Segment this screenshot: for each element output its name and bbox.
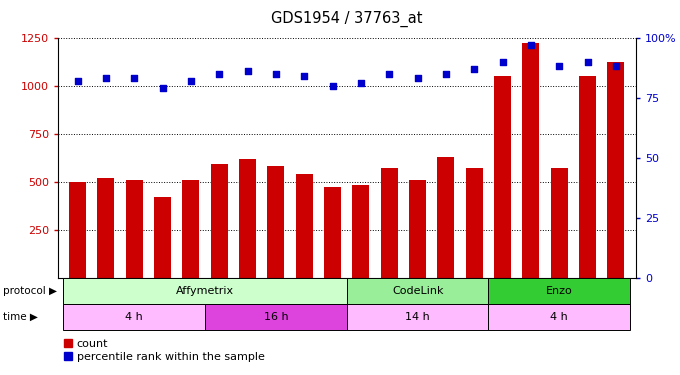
Bar <box>154 197 171 278</box>
Text: 16 h: 16 h <box>264 312 288 322</box>
Legend: count, percentile rank within the sample: count, percentile rank within the sample <box>63 339 265 362</box>
Bar <box>409 180 426 278</box>
Bar <box>522 43 539 278</box>
Point <box>526 42 537 48</box>
Point <box>327 82 338 88</box>
Point <box>412 75 423 81</box>
Text: 14 h: 14 h <box>405 312 430 322</box>
Point <box>384 70 395 76</box>
Bar <box>63 278 347 304</box>
Point <box>554 63 565 69</box>
Text: protocol ▶: protocol ▶ <box>3 286 57 296</box>
Point <box>356 80 367 86</box>
Bar <box>352 185 369 278</box>
Text: GDS1954 / 37763_at: GDS1954 / 37763_at <box>271 11 422 27</box>
Bar <box>239 159 256 278</box>
Bar <box>466 168 483 278</box>
Bar <box>607 63 624 278</box>
Bar <box>211 164 228 278</box>
Bar <box>296 174 313 278</box>
Bar <box>437 156 454 278</box>
Bar <box>551 168 568 278</box>
Text: 4 h: 4 h <box>125 312 143 322</box>
Point <box>72 78 83 84</box>
Bar <box>381 168 398 278</box>
Point <box>214 70 225 76</box>
Point <box>157 85 168 91</box>
Point <box>129 75 140 81</box>
Text: Enzo: Enzo <box>546 286 573 296</box>
Point <box>101 75 112 81</box>
Bar <box>63 304 205 330</box>
Bar <box>205 304 347 330</box>
Text: Affymetrix: Affymetrix <box>176 286 234 296</box>
Point <box>611 63 622 69</box>
Bar <box>69 182 86 278</box>
Point <box>299 73 310 79</box>
Bar <box>347 278 488 304</box>
Bar <box>97 178 114 278</box>
Bar <box>182 180 199 278</box>
Point <box>271 70 282 76</box>
Bar <box>347 304 488 330</box>
Point <box>186 78 197 84</box>
Bar <box>488 304 630 330</box>
Point <box>497 58 508 64</box>
Bar <box>579 76 596 278</box>
Bar <box>488 278 630 304</box>
Text: 4 h: 4 h <box>550 312 568 322</box>
Text: CodeLink: CodeLink <box>392 286 443 296</box>
Bar <box>126 180 143 278</box>
Point <box>441 70 452 76</box>
Point <box>582 58 593 64</box>
Bar <box>267 166 284 278</box>
Bar <box>494 76 511 278</box>
Point <box>469 66 480 72</box>
Point <box>242 68 253 74</box>
Text: time ▶: time ▶ <box>3 312 38 322</box>
Bar <box>324 187 341 278</box>
